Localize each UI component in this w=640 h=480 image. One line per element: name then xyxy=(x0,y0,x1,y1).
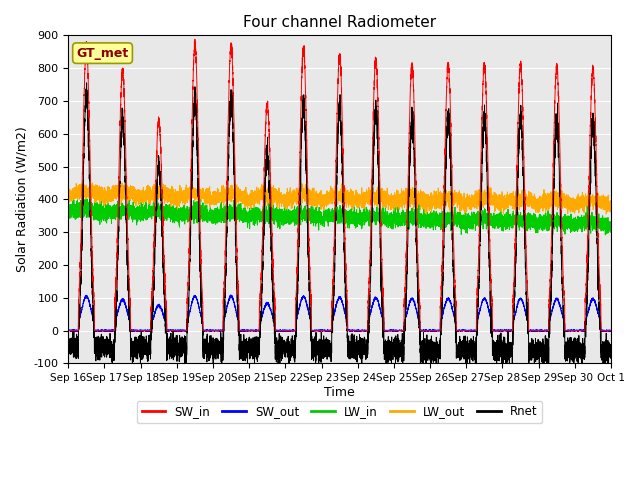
LW_in xyxy=(415,215,422,220)
Rnet xyxy=(358,369,365,374)
X-axis label: Time: Time xyxy=(324,386,355,399)
LW_out xyxy=(423,211,431,217)
Rnet xyxy=(415,311,422,317)
SW_out xyxy=(607,328,615,334)
LW_out xyxy=(180,195,188,201)
LW_in xyxy=(175,208,182,214)
SW_out xyxy=(415,315,422,321)
LW_out xyxy=(88,180,96,186)
Rnet xyxy=(268,252,275,257)
LW_out xyxy=(605,198,613,204)
Legend: SW_in, SW_out, LW_in, LW_out, Rnet: SW_in, SW_out, LW_in, LW_out, Rnet xyxy=(137,401,543,423)
SW_out xyxy=(492,327,499,333)
Rnet xyxy=(180,343,188,348)
SW_in xyxy=(268,216,275,221)
Line: SW_out: SW_out xyxy=(68,295,611,332)
SW_in xyxy=(492,328,499,334)
SW_out xyxy=(268,310,275,316)
SW_out xyxy=(605,327,613,333)
SW_in xyxy=(607,328,615,334)
SW_in xyxy=(175,328,182,334)
Line: SW_in: SW_in xyxy=(68,39,611,331)
SW_out xyxy=(65,327,72,333)
LW_in xyxy=(492,224,499,229)
SW_out xyxy=(180,328,188,334)
SW_out xyxy=(96,329,104,335)
Line: LW_out: LW_out xyxy=(68,183,611,214)
LW_out xyxy=(268,192,275,197)
Line: Rnet: Rnet xyxy=(68,83,611,372)
Rnet xyxy=(492,351,499,357)
Text: GT_met: GT_met xyxy=(76,47,129,60)
Y-axis label: Solar Radiation (W/m2): Solar Radiation (W/m2) xyxy=(15,127,28,272)
LW_out xyxy=(492,199,499,204)
Line: LW_in: LW_in xyxy=(68,199,611,235)
LW_out xyxy=(415,197,422,203)
LW_in xyxy=(605,223,613,228)
SW_out xyxy=(227,292,235,298)
LW_out xyxy=(65,195,72,201)
Rnet xyxy=(175,344,182,350)
SW_in xyxy=(180,328,188,334)
LW_in xyxy=(607,223,615,228)
Rnet xyxy=(605,352,613,358)
LW_in xyxy=(65,214,72,220)
SW_in xyxy=(191,36,199,42)
Rnet xyxy=(83,80,90,86)
LW_out xyxy=(607,200,615,206)
SW_in xyxy=(605,328,613,334)
LW_in xyxy=(602,232,609,238)
SW_in xyxy=(65,328,72,334)
LW_in xyxy=(81,196,89,202)
LW_in xyxy=(180,208,188,214)
SW_out xyxy=(175,328,182,334)
SW_in xyxy=(415,276,422,281)
LW_in xyxy=(268,210,275,216)
LW_out xyxy=(175,195,182,201)
Rnet xyxy=(607,348,615,354)
Rnet xyxy=(65,347,72,352)
Title: Four channel Radiometer: Four channel Radiometer xyxy=(243,15,436,30)
